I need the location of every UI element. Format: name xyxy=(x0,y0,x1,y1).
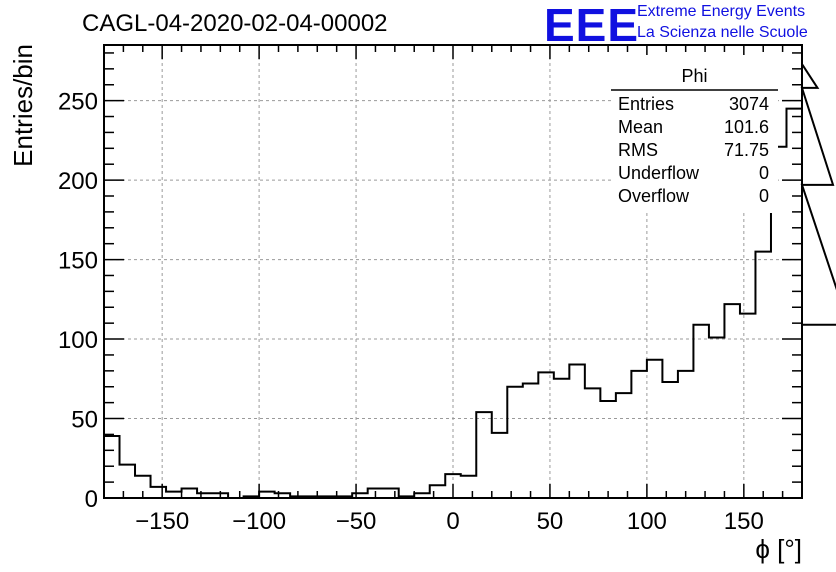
stats-row-label: RMS xyxy=(618,140,658,160)
y-tick-label: 250 xyxy=(58,89,98,116)
x-tick-label: −50 xyxy=(336,508,377,535)
y-tick-label: 100 xyxy=(58,327,98,354)
stats-row-label: Entries xyxy=(618,94,674,114)
x-tick-label: −100 xyxy=(232,508,286,535)
eee-logo: EEE xyxy=(544,0,640,51)
x-tick-labels: −150 −100 −50 0 50 100 150 xyxy=(135,508,764,535)
chart-title: CAGL-04-2020-02-04-00002 xyxy=(82,10,388,37)
stats-row-value: 3074 xyxy=(729,94,769,114)
y-tick-label: 50 xyxy=(71,407,98,434)
stats-box-title: Phi xyxy=(681,66,707,86)
x-tick-label: 100 xyxy=(627,508,667,535)
y-tick-labels: 0 50 100 150 200 250 xyxy=(58,89,98,513)
stats-row-label: Underflow xyxy=(618,163,700,183)
logo-line-2: La Scienza nelle Scuole xyxy=(637,24,808,41)
grid-lines xyxy=(104,45,802,498)
stats-row-label: Mean xyxy=(618,117,663,137)
y-tick-label: 0 xyxy=(85,486,98,513)
y-axis-title: Entries/bin xyxy=(8,44,38,167)
y-tick-label: 150 xyxy=(58,248,98,275)
stats-row-label: Overflow xyxy=(618,186,690,206)
stats-row-value: 0 xyxy=(759,186,769,206)
axis-ticks xyxy=(104,45,802,498)
stats-row-value: 0 xyxy=(759,163,769,183)
stats-box: Phi Entries 3074 Mean 101.6 RMS 71.75 Underflow… xyxy=(611,55,778,213)
x-tick-label: 50 xyxy=(537,508,564,535)
logo-line-1: Extreme Energy Events xyxy=(637,3,806,20)
stats-row-value: 101.6 xyxy=(724,117,769,137)
stats-box-bg xyxy=(611,55,778,213)
x-axis-title: ϕ [°] xyxy=(755,534,802,564)
x-tick-label: −150 xyxy=(135,508,189,535)
x-tick-label: 0 xyxy=(446,508,459,535)
x-tick-label: 150 xyxy=(724,508,764,535)
y-tick-label: 200 xyxy=(58,168,98,195)
stats-row-value: 71.75 xyxy=(724,140,769,160)
